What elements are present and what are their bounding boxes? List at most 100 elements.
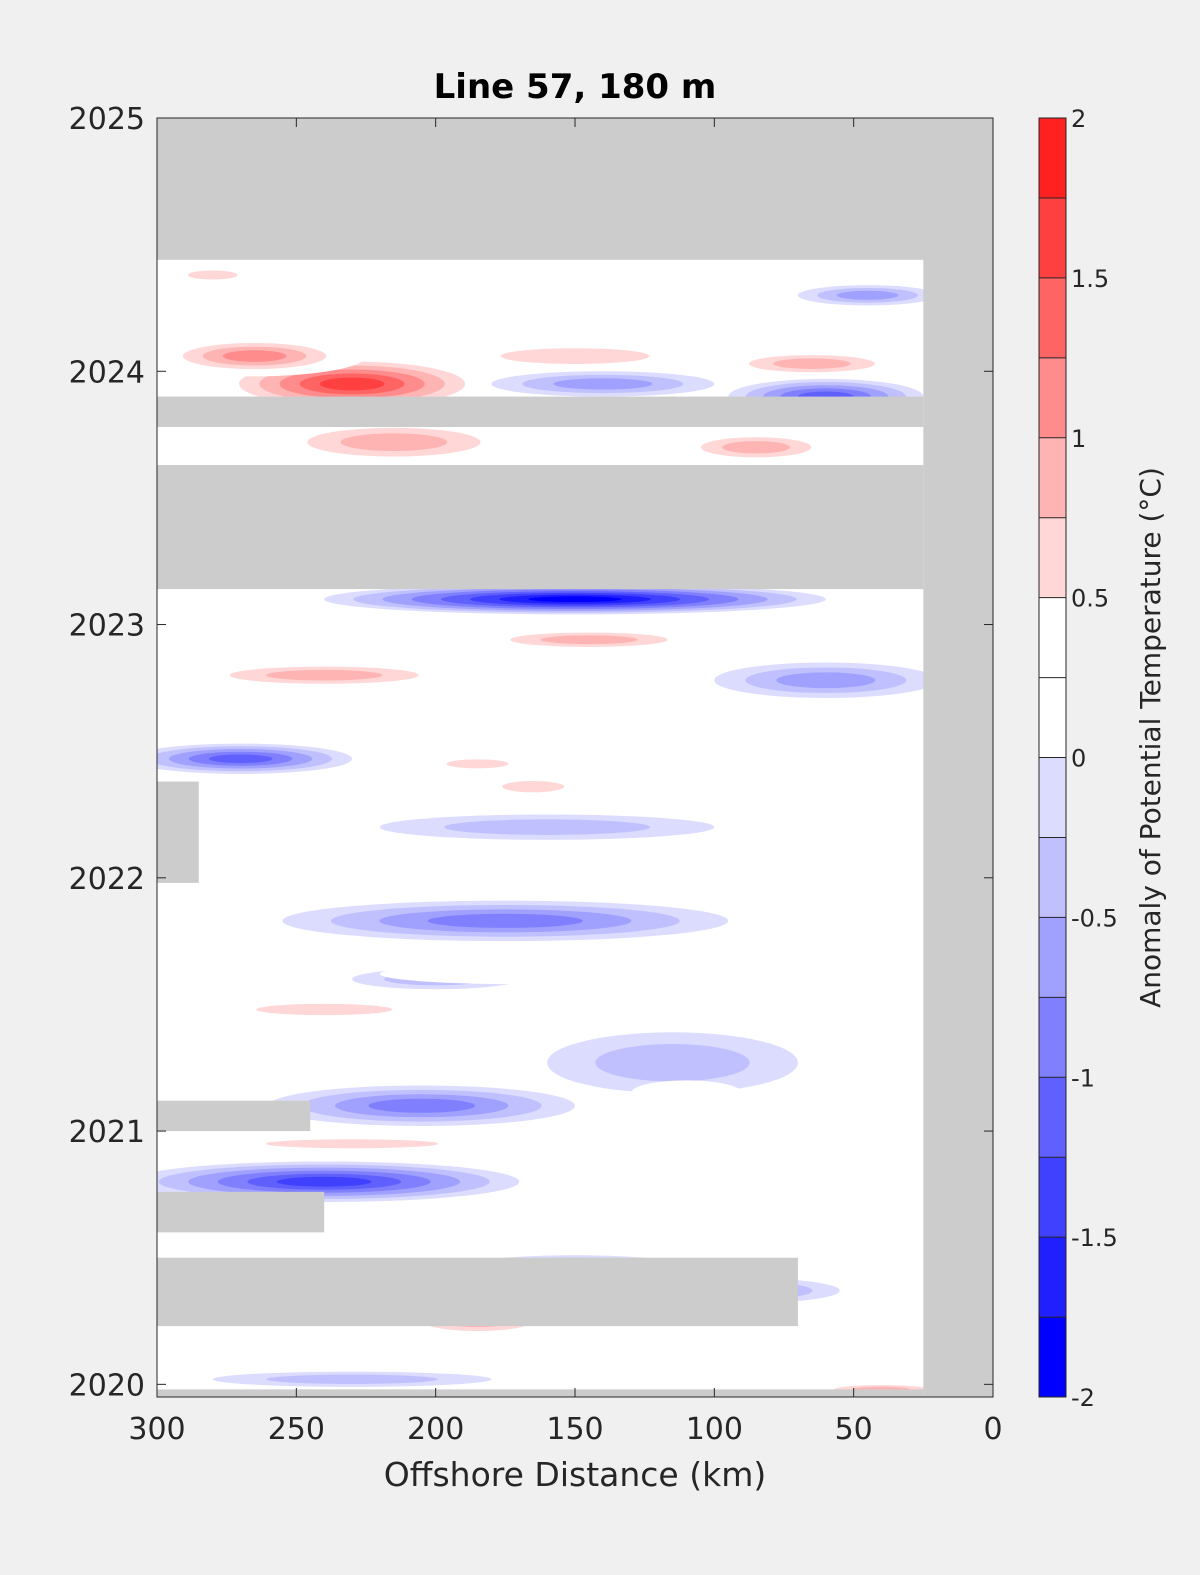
- anomaly-feature: [700, 348, 924, 379]
- contour-band: [652, 1085, 721, 1101]
- colorbar-tick-label: 1: [1071, 425, 1086, 453]
- anomaly-feature: [449, 627, 729, 653]
- colorbar-swatch: [1039, 277, 1066, 358]
- anomaly-feature: [157, 659, 492, 691]
- y-tick-label: 2022: [69, 862, 145, 897]
- colorbar-swatch: [1039, 118, 1066, 198]
- contour-band: [208, 754, 273, 764]
- contour-band: [836, 290, 899, 300]
- anomaly-feature: [630, 1080, 743, 1106]
- x-axis: 300 250 200 150 100 50 0: [128, 118, 1003, 1447]
- contour-band: [433, 967, 606, 981]
- contour-band: [500, 348, 650, 364]
- y-tick-label: 2025: [69, 102, 145, 137]
- anomaly-feature: [157, 264, 269, 286]
- contour-band: [773, 358, 851, 369]
- contour-band: [276, 1176, 372, 1187]
- y-tick-label: 2023: [69, 609, 145, 644]
- anomaly-feature: [797, 285, 938, 306]
- anomaly-feature: [157, 1133, 548, 1154]
- x-tick-label: 150: [546, 1412, 603, 1447]
- anomaly-feature: [407, 338, 743, 374]
- contour-band: [250, 839, 371, 856]
- anomaly-feature: [268, 269, 603, 296]
- anomaly-feature: [212, 1371, 492, 1387]
- contour-band: [187, 270, 238, 280]
- anomaly-feature: [547, 1032, 798, 1094]
- colorbar-swatch: [1039, 1157, 1066, 1238]
- anomaly-feature: [491, 371, 715, 397]
- x-tick-label: 300: [128, 1412, 185, 1447]
- missing-data-region: [157, 1100, 311, 1132]
- contour-band: [332, 274, 539, 291]
- colorbar-tick-label: -0.5: [1071, 904, 1118, 932]
- contour-band: [222, 350, 287, 362]
- colorbar-tick-label: 1.5: [1071, 265, 1109, 293]
- anomaly-feature: [157, 743, 353, 774]
- colorbar-tick-label: 2: [1071, 105, 1086, 133]
- colorbar-swatch: [1039, 917, 1066, 998]
- contour-band: [528, 596, 622, 603]
- anomaly-feature: [714, 662, 938, 698]
- contour-band: [319, 377, 385, 391]
- missing-data-region: [157, 1257, 798, 1327]
- anomaly-feature: [658, 429, 854, 465]
- colorbar-swatch: [1039, 997, 1066, 1078]
- anomaly-feature: [700, 1151, 812, 1172]
- anomaly-feature: [379, 963, 659, 985]
- colorbar-swatch: [1039, 1237, 1066, 1318]
- x-tick-label: 50: [835, 1412, 873, 1447]
- missing-data-region: [157, 1389, 924, 1397]
- colorbar-label: Anomaly of Potential Temperature (°C): [1134, 467, 1167, 1008]
- x-tick-label: 100: [686, 1412, 743, 1447]
- y-axis: 2020 2021 2022 2023 2024 2025: [69, 102, 993, 1403]
- contour-band: [266, 669, 383, 681]
- colorbar-swatch: [1039, 197, 1066, 278]
- anomaly-feature: [463, 773, 603, 800]
- x-tick-label: 0: [983, 1412, 1002, 1447]
- colorbar-tick-label: -2: [1071, 1384, 1095, 1412]
- missing-data-region: [157, 1191, 325, 1233]
- contour-band: [722, 441, 791, 454]
- anomaly-feature: [240, 416, 548, 468]
- anomaly-feature: [212, 834, 408, 861]
- colorbar-swatch: [1039, 597, 1066, 678]
- missing-data-region: [157, 118, 993, 260]
- x-tick-label: 250: [268, 1412, 325, 1447]
- colorbar-swatch: [1039, 357, 1066, 438]
- x-tick-label: 200: [407, 1412, 464, 1447]
- contour-band: [502, 780, 565, 793]
- contour-band: [340, 433, 448, 451]
- colorbar-swatch: [1039, 677, 1066, 758]
- contour-band: [368, 1098, 476, 1113]
- contour-band: [861, 1292, 930, 1315]
- y-tick-label: 2020: [69, 1368, 145, 1403]
- missing-data-region: [157, 464, 924, 590]
- colorbar-swatch: [1039, 1317, 1066, 1397]
- contour-band: [540, 635, 638, 645]
- chart-title: Line 57, 180 m: [434, 67, 717, 107]
- anomaly-feature: [407, 753, 548, 774]
- y-tick-label: 2021: [69, 1115, 145, 1150]
- plot-area: [157, 118, 993, 1397]
- anomaly-feature: [157, 335, 366, 377]
- anomaly-feature: [282, 900, 729, 942]
- contour-band: [427, 913, 583, 928]
- colorbar-tick-label: -1.5: [1071, 1224, 1118, 1252]
- colorbar-swatch: [1039, 517, 1066, 598]
- contour-band: [553, 378, 653, 390]
- missing-data-region: [923, 118, 993, 1397]
- colorbar-swatch: [1039, 757, 1066, 838]
- anomaly-feature: [170, 996, 478, 1023]
- colorbar-tick-label: -1: [1071, 1064, 1095, 1092]
- y-tick-label: 2024: [69, 355, 145, 390]
- anomaly-feature: [324, 584, 826, 615]
- x-axis-label: Offshore Distance (km): [384, 1455, 766, 1494]
- colorbar-swatch: [1039, 837, 1066, 918]
- contour-band: [595, 1043, 750, 1082]
- anomaly-feature: [157, 1161, 520, 1202]
- colorbar: 2 1.5 1 0.5 0 -0.5 -1 -1.5 -2: [1038, 105, 1118, 1412]
- missing-data-regions: [157, 118, 993, 1397]
- colorbar-tick-label: 0.5: [1071, 585, 1109, 613]
- missing-data-region: [157, 396, 924, 427]
